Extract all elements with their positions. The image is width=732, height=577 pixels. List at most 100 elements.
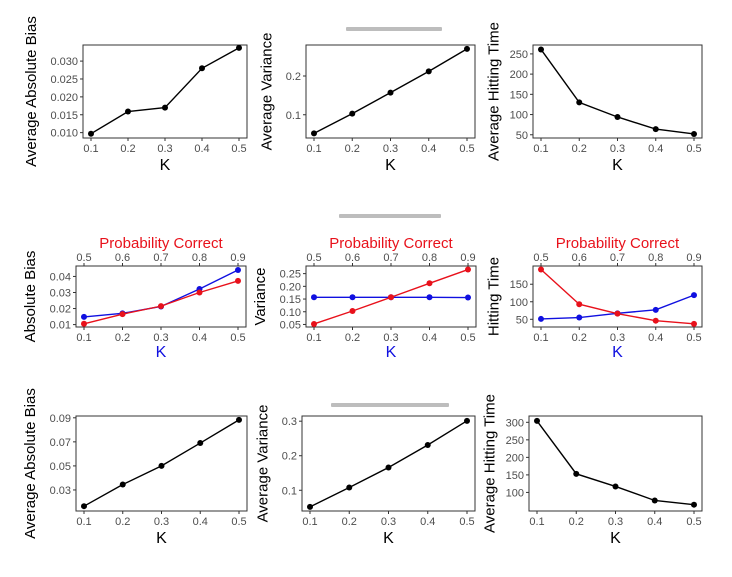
x-tick-label: 0.4 — [194, 143, 209, 155]
y-tick-label: 0.1 — [286, 110, 301, 122]
data-point — [464, 45, 470, 52]
chart-panel: 0.1 0.2 0.3 0.4 0.5 K 0.010 0.015 0.020 0.025 0.03… — [23, 16, 248, 174]
data-point — [235, 277, 241, 284]
x2-tick-label: 0.8 — [192, 252, 207, 264]
y-tick-label: 100 — [506, 487, 524, 499]
data-point — [311, 130, 317, 137]
y-tick-label: 0.015 — [50, 110, 78, 122]
x-tick-label: 0.5 — [686, 332, 701, 344]
x2-tick-label: 0.7 — [610, 252, 625, 264]
y-tick-label: 0.03 — [50, 485, 71, 497]
data-point — [573, 470, 580, 477]
y-tick-label: 300 — [506, 417, 524, 429]
data-point — [691, 501, 697, 508]
chart-panel: 0.1 0.2 0.3 0.4 0.5 K 0.5 0.6 0.7 0.8 0.9 Probabili… — [252, 235, 477, 361]
x2-axis-label: Probability Correct — [329, 235, 453, 252]
x-tick-label: 0.2 — [569, 516, 584, 528]
y-tick-label: 150 — [506, 470, 524, 482]
x-tick-label: 0.2 — [115, 332, 130, 344]
data-point — [197, 440, 204, 447]
y-tick-label: 0.1 — [282, 485, 297, 497]
x-tick-label: 0.4 — [193, 516, 208, 528]
y-tick-label: 0.02 — [50, 304, 71, 316]
data-point — [385, 464, 392, 471]
y-tick-label: 250 — [510, 49, 528, 61]
data-point — [614, 113, 621, 120]
x-tick-label: 0.5 — [231, 516, 246, 528]
data-point — [311, 294, 317, 301]
data-point — [88, 130, 94, 137]
x2-axis-label: Probability Correct — [556, 235, 680, 252]
data-point — [691, 130, 697, 137]
x-tick-label: 0.5 — [460, 332, 475, 344]
data-point — [311, 320, 317, 327]
x-tick-label: 0.3 — [610, 143, 625, 155]
chart-panel: 0.1 0.2 0.3 0.4 0.5 K 0.5 0.6 0.7 0.8 0.9 Probabili… — [22, 235, 247, 361]
y-tick-label: 0.05 — [280, 319, 301, 331]
x-axis-label: K — [610, 530, 621, 547]
data-point — [236, 44, 242, 51]
y-axis-label: Average Absolute Bias — [22, 388, 39, 539]
y-tick-label: 0.09 — [50, 413, 71, 425]
data-point — [464, 417, 470, 424]
x2-tick-label: 0.7 — [383, 252, 398, 264]
x2-tick-label: 0.9 — [230, 252, 245, 264]
data-point — [425, 68, 432, 75]
x-tick-label: 0.5 — [686, 143, 701, 155]
data-point — [158, 303, 164, 310]
row-header-marks — [331, 27, 449, 407]
y-axis-label: Variance — [252, 267, 269, 325]
x-tick-label: 0.2 — [115, 516, 130, 528]
x-tick-label: 0.4 — [422, 332, 437, 344]
data-point — [119, 311, 126, 318]
x-tick-label: 0.3 — [383, 143, 398, 155]
x2-tick-label: 0.8 — [648, 252, 663, 264]
data-point — [307, 503, 313, 510]
x2-tick-label: 0.9 — [686, 252, 701, 264]
chart-panel: 0.1 0.2 0.3 0.4 0.5 K 0.1 0.2 Average Variance — [258, 33, 476, 174]
data-point — [81, 320, 87, 327]
y-tick-label: 100 — [510, 110, 528, 122]
x-axis-label: K — [386, 344, 397, 361]
x-tick-label: 0.2 — [345, 143, 360, 155]
x2-tick-label: 0.6 — [345, 252, 360, 264]
data-point — [196, 289, 203, 296]
x-axis-label: K — [156, 530, 167, 547]
x-tick-label: 0.5 — [686, 516, 701, 528]
x-tick-label: 0.1 — [533, 332, 548, 344]
y-axis-label: Average Variance — [258, 33, 275, 151]
data-point — [538, 266, 544, 273]
data-point — [576, 301, 583, 308]
x-tick-label: 0.4 — [648, 332, 663, 344]
data-point — [387, 89, 394, 96]
x-tick-label: 0.2 — [572, 143, 587, 155]
x-tick-label: 0.3 — [383, 332, 398, 344]
x-axis-label: K — [385, 157, 396, 174]
y-tick-label: 50 — [516, 130, 528, 142]
x-tick-label: 0.3 — [154, 516, 169, 528]
x-axis-label: K — [160, 157, 171, 174]
x2-tick-label: 0.9 — [460, 252, 475, 264]
y-tick-label: 0.020 — [50, 92, 78, 104]
data-point — [691, 320, 697, 327]
data-point — [465, 266, 471, 273]
y-tick-label: 0.03 — [50, 287, 71, 299]
chart-panel: 0.1 0.2 0.3 0.4 0.5 K 0.1 0.2 0.3 Average Varianc… — [254, 405, 476, 547]
data-point — [199, 65, 205, 72]
x-tick-label: 0.4 — [648, 143, 663, 155]
x-tick-label: 0.5 — [230, 332, 245, 344]
chart-panel: 0.1 0.2 0.3 0.4 0.5 K 0.03 0.05 0.07 0.09 Average … — [22, 388, 248, 547]
data-point — [349, 294, 356, 301]
data-point — [346, 484, 353, 491]
data-point — [81, 313, 87, 320]
x-axis-label: K — [612, 344, 623, 361]
data-point — [465, 294, 471, 301]
x-tick-label: 0.1 — [76, 516, 91, 528]
y-tick-label: 0.20 — [280, 281, 301, 293]
y-tick-label: 0.05 — [50, 461, 71, 473]
x2-axis-label: Probability Correct — [99, 235, 223, 252]
x-tick-label: 0.1 — [302, 516, 317, 528]
panel-group: 0.1 0.2 0.3 0.4 0.5 K 0.010 0.015 0.020 0.025 0.03… — [22, 16, 703, 547]
data-point — [538, 46, 544, 53]
